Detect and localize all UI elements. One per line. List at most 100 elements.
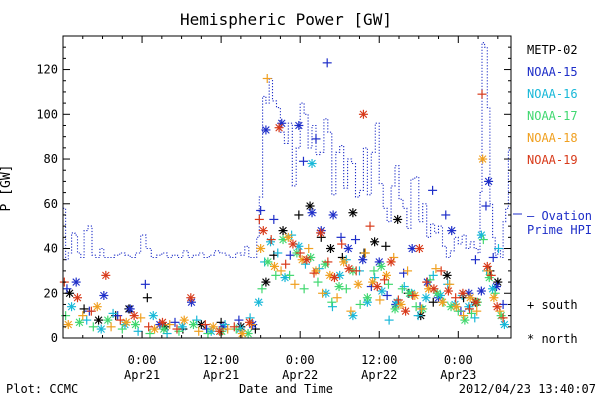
marker-stroke <box>73 293 82 302</box>
marker-stroke <box>335 282 343 291</box>
marker-stroke <box>72 278 80 286</box>
plot-area: 0204060801001200:00Apr2112:00Apr210:00Ap… <box>36 35 512 382</box>
data-point-noaa-18 <box>269 261 279 271</box>
data-point-noaa-19 <box>86 306 96 316</box>
marker-stroke <box>244 329 252 338</box>
marker-stroke <box>359 110 368 119</box>
marker-stroke <box>259 226 268 235</box>
chart-title: Hemispheric Power [GW] <box>180 10 392 29</box>
data-point-noaa-16 <box>348 311 358 321</box>
data-point-noaa-18 <box>451 302 461 312</box>
data-point-noaa-15 <box>269 214 279 224</box>
marker-stroke <box>349 311 357 320</box>
marker-stroke <box>408 244 416 253</box>
data-point-noaa-18 <box>465 293 475 303</box>
marker-stroke <box>308 208 316 217</box>
footer-plot-source: Plot: CCMC <box>6 382 78 396</box>
x-tick-label-date: Apr22 <box>282 368 318 382</box>
data-point-metp-02 <box>325 244 335 254</box>
data-point-noaa-19 <box>344 264 354 274</box>
marker-stroke <box>104 316 112 324</box>
data-point-noaa-17 <box>74 317 84 327</box>
data-point-noaa-18 <box>375 295 385 305</box>
data-point-noaa-15 <box>441 210 451 220</box>
data-point-noaa-17 <box>299 284 309 294</box>
data-point-noaa-19 <box>414 244 424 254</box>
marker-stroke <box>275 123 283 132</box>
data-point-noaa-15 <box>399 268 409 278</box>
marker-stroke <box>500 320 509 329</box>
data-point-noaa-19 <box>482 261 492 271</box>
marker-stroke <box>422 293 430 302</box>
marker-stroke <box>316 229 325 237</box>
marker-stroke <box>100 291 108 300</box>
marker-stroke <box>490 293 498 302</box>
legend-entry-noaa-17: NOAA-17 <box>527 109 578 123</box>
data-point-noaa-15 <box>476 286 486 296</box>
ovation-hpi-line <box>63 42 512 261</box>
marker-stroke <box>363 293 372 302</box>
data-point-noaa-19 <box>458 288 468 298</box>
data-point-noaa-17 <box>145 329 155 339</box>
data-point-metp-02 <box>278 226 288 236</box>
data-point-noaa-19 <box>288 239 298 249</box>
data-point-noaa-18 <box>63 320 73 330</box>
data-point-metp-02 <box>294 210 304 220</box>
legend-south-marker: + south <box>527 298 578 312</box>
data-point-noaa-17 <box>188 320 198 330</box>
marker-stroke <box>158 318 167 327</box>
data-point-metp-02 <box>305 201 315 211</box>
data-point-noaa-16 <box>245 313 255 323</box>
data-point-noaa-17 <box>390 304 400 314</box>
marker-stroke <box>436 291 445 300</box>
legend-north-marker: * north <box>527 332 578 346</box>
data-point-noaa-18 <box>311 266 321 276</box>
data-point-noaa-15 <box>470 255 480 265</box>
marker-stroke <box>484 177 493 186</box>
x-tick-label-date: Apr23 <box>440 368 476 382</box>
marker-stroke <box>216 327 224 336</box>
data-point-noaa-16 <box>148 311 158 321</box>
marker-stroke <box>370 238 379 246</box>
marker-stroke <box>245 318 254 327</box>
data-point-noaa-18 <box>262 74 272 84</box>
data-point-noaa-16 <box>307 159 317 169</box>
data-point-noaa-19 <box>477 89 487 99</box>
marker-stroke <box>391 305 399 313</box>
data-point-noaa-19 <box>274 123 284 133</box>
data-point-metp-02 <box>79 304 89 314</box>
data-point-noaa-19 <box>200 320 210 330</box>
plot-frame <box>62 35 512 339</box>
marker-stroke <box>430 284 438 293</box>
data-point-noaa-17 <box>231 324 241 334</box>
data-point-noaa-17 <box>411 302 421 312</box>
data-point-noaa-15 <box>488 252 498 262</box>
data-point-noaa-19 <box>115 315 125 325</box>
marker-stroke <box>477 231 486 239</box>
marker-stroke <box>289 240 297 248</box>
marker-stroke <box>326 271 334 280</box>
y-tick-label: 0 <box>51 331 58 345</box>
data-point-noaa-19 <box>316 228 326 238</box>
data-point-noaa-19 <box>215 326 225 336</box>
data-point-noaa-19 <box>229 322 239 332</box>
data-point-noaa-18 <box>445 279 455 289</box>
marker-stroke <box>466 293 474 302</box>
data-point-noaa-17 <box>397 284 407 294</box>
y-tick-label: 40 <box>44 242 58 256</box>
data-point-noaa-19 <box>471 297 481 307</box>
marker-stroke <box>130 311 138 320</box>
y-tick-label: 120 <box>36 63 58 77</box>
marker-stroke <box>150 325 159 333</box>
y-tick-label: 80 <box>44 152 58 166</box>
data-point-noaa-17 <box>327 297 337 307</box>
marker-stroke <box>67 302 76 311</box>
data-point-noaa-17 <box>203 329 213 339</box>
data-point-noaa-17 <box>263 257 273 267</box>
data-point-noaa-19 <box>323 257 333 267</box>
data-point-noaa-15 <box>294 120 304 130</box>
marker-stroke <box>472 298 480 306</box>
x-tick-label-time: 0:00 <box>128 353 157 367</box>
data-point-noaa-15 <box>447 226 457 236</box>
